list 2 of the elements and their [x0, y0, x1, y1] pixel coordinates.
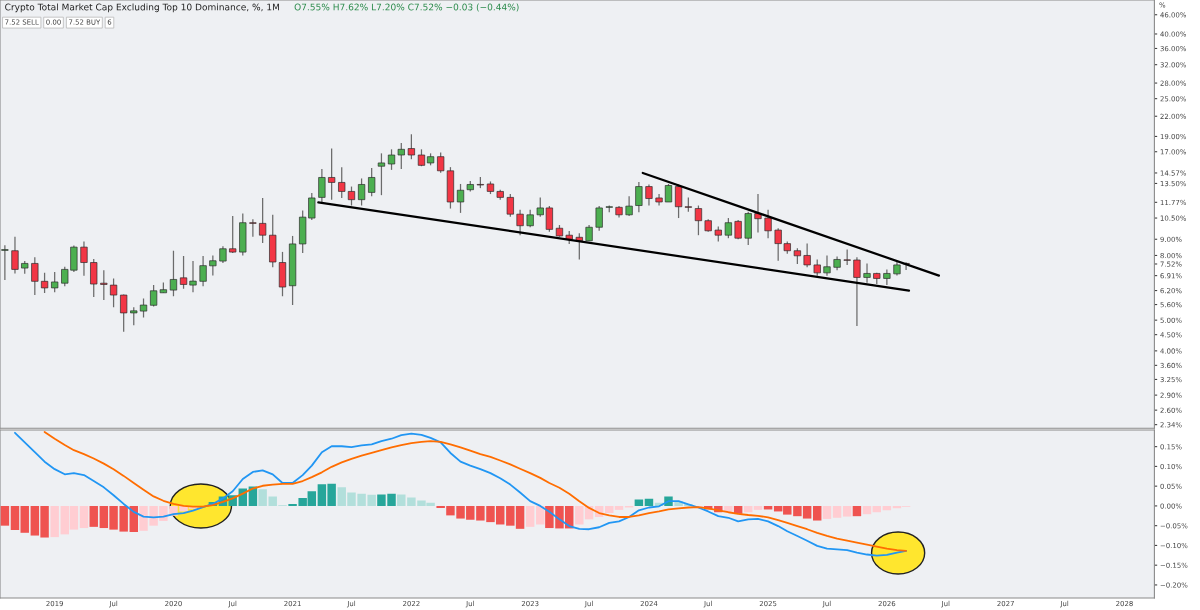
chart-subtitle: O7.55% H7.62% L7.20% C7.52% −0.03 (−0.44%) — [294, 3, 519, 12]
chart-title: Crypto Total Market Cap Excluding Top 10 Dominance, %, 1M — [5, 3, 280, 13]
